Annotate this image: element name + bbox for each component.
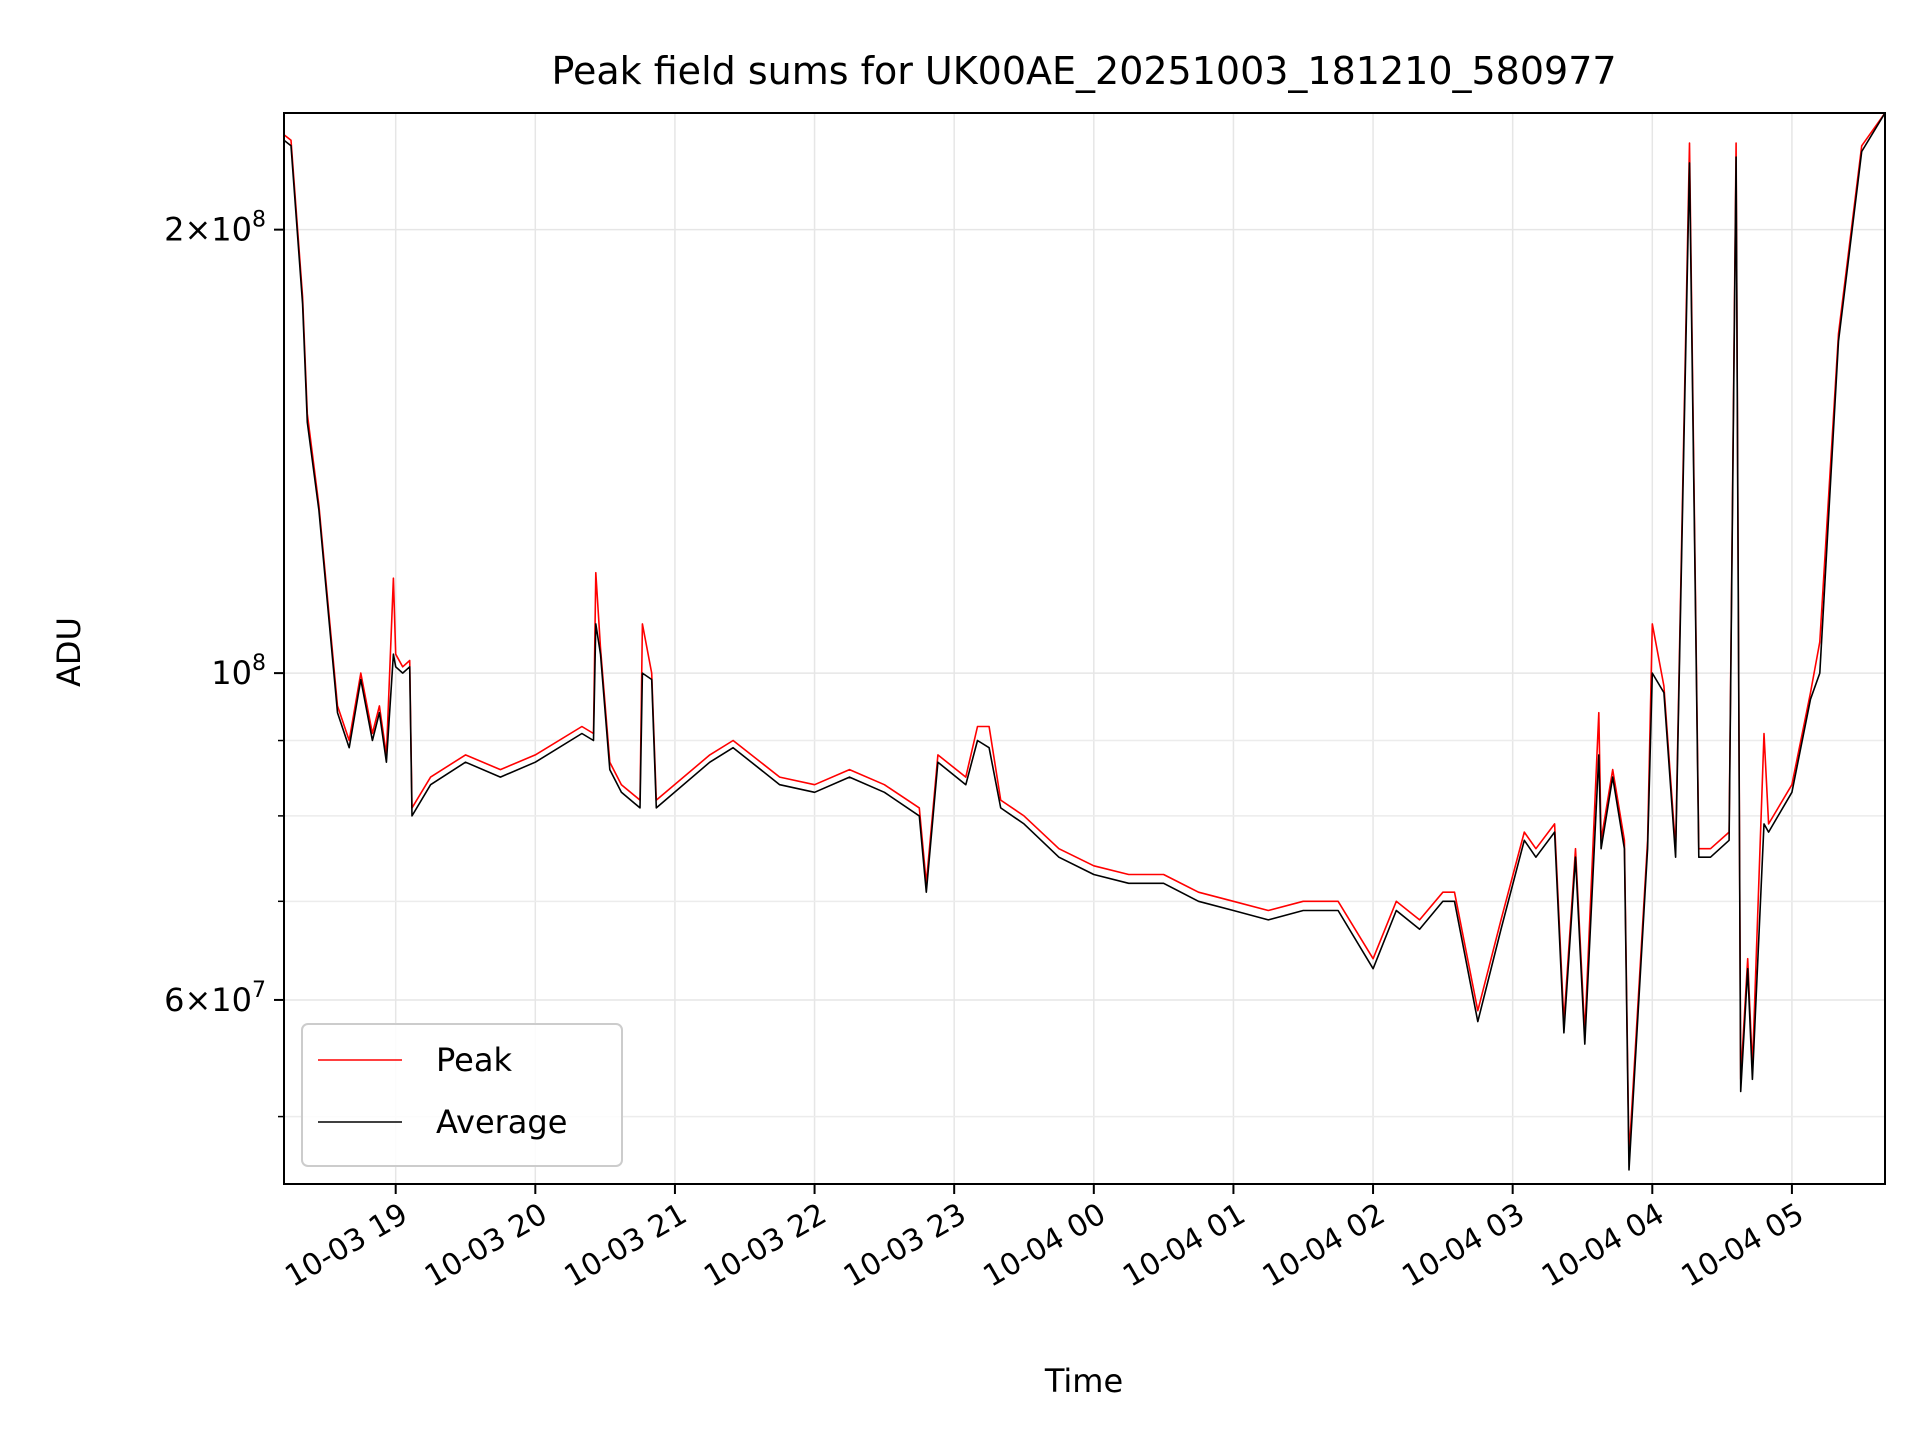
y-tick-label: 2×108 <box>164 208 266 249</box>
series-layer <box>283 112 1886 1171</box>
y-axis-label: ADU <box>50 617 88 687</box>
legend: Peak Average <box>301 1023 623 1167</box>
legend-average-label: Average <box>436 1103 567 1141</box>
plot-frame <box>283 112 1886 1185</box>
series-line-average <box>283 112 1886 1171</box>
y-axis: 6×107 108 2×108 <box>164 208 284 1118</box>
chart-title: Peak field sums for UK00AE_20251003_1812… <box>551 49 1616 93</box>
y-tick-label: 108 <box>211 651 266 692</box>
y-tick-label: 6×107 <box>164 978 266 1019</box>
x-axis-label: Time <box>1044 1362 1123 1400</box>
legend-peak-label: Peak <box>436 1041 512 1079</box>
